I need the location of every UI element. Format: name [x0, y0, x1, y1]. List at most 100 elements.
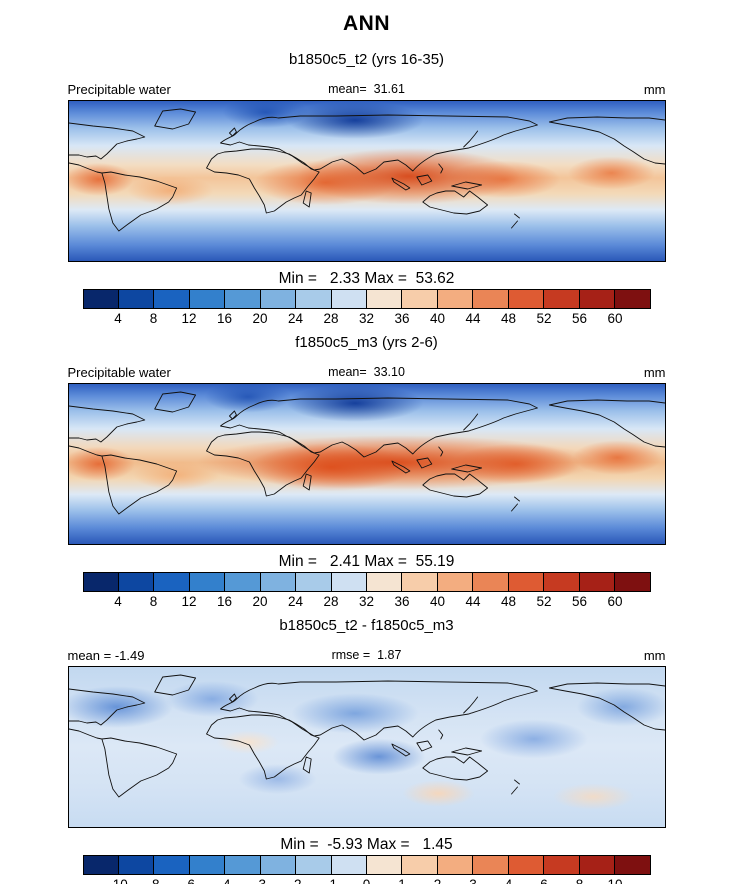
- colorbar-tick-label: 8: [149, 311, 158, 326]
- colorbar-segment: [436, 290, 473, 308]
- colorbar-segment: [153, 573, 189, 591]
- colorbar-segment: [614, 856, 650, 874]
- panel2-colorbar: [82, 572, 651, 592]
- colorbar-tick-label: 36: [394, 311, 410, 326]
- colorbar-segment: [295, 573, 331, 591]
- panel3-rmse-label: rmse = 1.87: [331, 648, 402, 662]
- colorbar-tick-label: 52: [536, 594, 552, 609]
- colorbar-segment: [436, 856, 473, 874]
- colorbar-tick-label: 4: [505, 876, 513, 884]
- colorbar-tick-label: 52: [536, 311, 552, 326]
- colorbar-tick-label: 8: [576, 876, 584, 884]
- colorbar-segment: [83, 856, 118, 874]
- colorbar-segment: [472, 856, 508, 874]
- panel2-field-label: Precipitable water: [67, 365, 171, 380]
- colorbar-tick-label: 8: [149, 594, 158, 609]
- colorbar-segment: [401, 290, 437, 308]
- colorbar-tick-label: -10: [108, 876, 128, 884]
- colorbar-segment: [578, 573, 615, 591]
- colorbar-tick-label: 28: [323, 594, 339, 609]
- colorbar-segment: [578, 856, 615, 874]
- colorbar-segment: [472, 573, 508, 591]
- panel3-subtitle: b1850c5_t2 - f1850c5_m3: [279, 617, 454, 634]
- panel3-colorbar: [82, 855, 651, 875]
- colorbar-tick-label: 24: [287, 311, 304, 326]
- colorbar-segment: [543, 856, 579, 874]
- panel2-header: Precipitable water mean= 33.10 mm: [68, 363, 666, 380]
- panel1-header: Precipitable water mean= 31.61 mm: [68, 80, 666, 97]
- panel3-colorbar-ticks: -10-8-6-4-3-2-1012346810: [83, 876, 651, 884]
- colorbar-segment: [188, 573, 225, 591]
- panel-case2: f1850c5_m3 (yrs 2-6) Precipitable water …: [0, 333, 733, 610]
- colorbar-segment: [224, 573, 260, 591]
- colorbar-tick-label: -3: [254, 876, 266, 884]
- colorbar-segment: [543, 290, 579, 308]
- colorbar-segment: [117, 573, 154, 591]
- panel1-subtitle: b1850c5_t2 (yrs 16-35): [288, 51, 445, 68]
- panel1-colorbar: [82, 289, 651, 309]
- colorbar-segment: [507, 573, 544, 591]
- colorbar-segment: [153, 856, 189, 874]
- colorbar-segment: [153, 290, 189, 308]
- colorbar-tick-label: 16: [216, 311, 233, 326]
- colorbar-segment: [330, 856, 366, 874]
- colorbar-tick-label: 32: [358, 594, 375, 609]
- colorbar-segment: [188, 856, 225, 874]
- colorbar-segment: [295, 856, 331, 874]
- panel3-mean-label: mean = -1.49: [67, 648, 145, 663]
- colorbar-segment: [295, 290, 331, 308]
- coastline-overlay: [69, 101, 665, 261]
- panel1-mean-label: mean= 31.61: [328, 82, 405, 96]
- panel2-minmax-label: Min = 2.41 Max = 55.19: [278, 553, 455, 570]
- colorbar-tick-label: -6: [183, 876, 195, 884]
- colorbar-tick-label: 56: [571, 311, 588, 326]
- colorbar-tick-label: 16: [216, 594, 233, 609]
- panel2-map-plot: [67, 383, 666, 545]
- colorbar-tick-label: 12: [181, 594, 197, 609]
- colorbar-segment: [401, 856, 437, 874]
- panel3-minmax-label: Min = -5.93 Max = 1.45: [280, 836, 453, 853]
- colorbar-tick-label: 20: [252, 594, 268, 609]
- colorbar-tick-label: 6: [540, 876, 548, 884]
- colorbar-tick-label: 2: [434, 876, 442, 884]
- colorbar-segment: [83, 573, 118, 591]
- colorbar-tick-label: 44: [465, 594, 481, 609]
- colorbar-tick-label: -4: [218, 876, 230, 884]
- colorbar-segment: [330, 573, 366, 591]
- panel1-minmax-label: Min = 2.33 Max = 53.62: [278, 270, 455, 287]
- panel2-subtitle: f1850c5_m3 (yrs 2-6): [295, 334, 438, 351]
- colorbar-tick-label: 1: [398, 876, 406, 884]
- colorbar-tick-label: 10: [607, 876, 622, 884]
- colorbar-tick-label: 40: [429, 594, 446, 609]
- colorbar-segment: [614, 290, 650, 308]
- colorbar-segment: [578, 290, 615, 308]
- colorbar-tick-label: 4: [114, 311, 122, 326]
- colorbar-tick-label: 44: [465, 311, 481, 326]
- panel2-colorbar-ticks: 4 8 12 16 20 24 28 32 36 40 44 48 52 56 60: [83, 593, 651, 610]
- coastline-overlay: [69, 384, 665, 544]
- colorbar-tick-label: 48: [500, 594, 517, 609]
- colorbar-tick-label: 4: [114, 594, 122, 609]
- panel1-field-label: Precipitable water: [67, 82, 171, 97]
- colorbar-segment: [117, 290, 154, 308]
- colorbar-segment: [117, 856, 154, 874]
- panel3-units-label: mm: [643, 648, 666, 663]
- panel2-mean-label: mean= 33.10: [328, 365, 405, 379]
- coastline-overlay: [69, 667, 665, 827]
- colorbar-tick-label: 56: [571, 594, 588, 609]
- colorbar-segment: [366, 573, 402, 591]
- panel-difference: b1850c5_t2 - f1850c5_m3 mean = -1.49 rms…: [0, 616, 733, 884]
- panel2-units-label: mm: [643, 365, 666, 380]
- colorbar-segment: [259, 290, 296, 308]
- panel3-map-plot: [67, 666, 666, 828]
- colorbar-tick-label: 60: [607, 311, 623, 326]
- panel-case1: b1850c5_t2 (yrs 16-35) Precipitable wate…: [0, 50, 733, 327]
- colorbar-segment: [436, 573, 473, 591]
- colorbar-tick-label: 48: [500, 311, 517, 326]
- colorbar-tick-label: 60: [607, 594, 623, 609]
- colorbar-segment: [224, 290, 260, 308]
- colorbar-tick-label: 20: [252, 311, 268, 326]
- colorbar-tick-label: 0: [363, 876, 371, 884]
- colorbar-tick-label: 3: [469, 876, 477, 884]
